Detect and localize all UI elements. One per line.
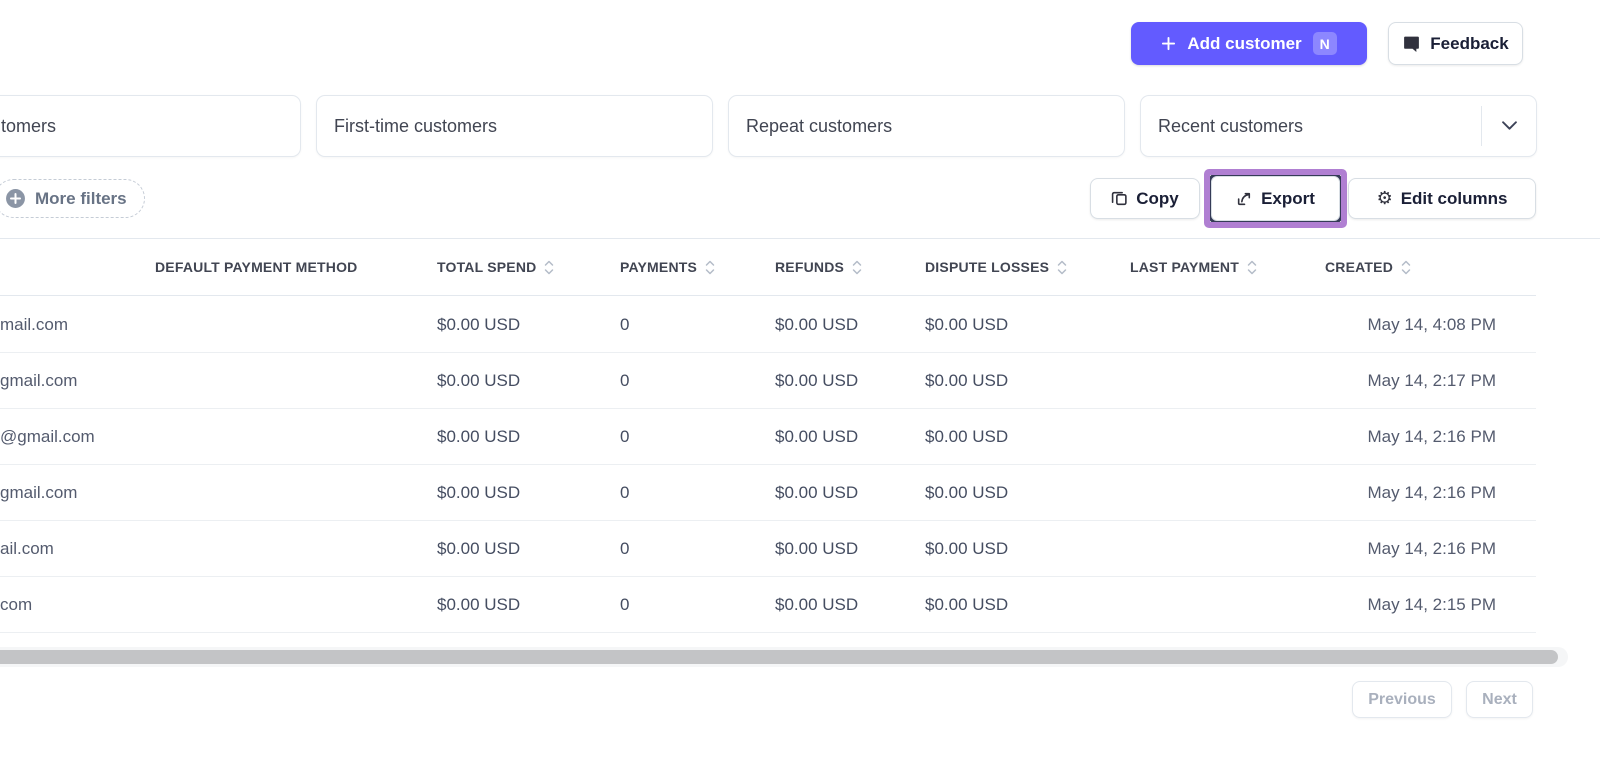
column-header-payments[interactable]: PAYMENTS bbox=[620, 259, 775, 275]
cell-refunds: $0.00 USD bbox=[775, 314, 859, 334]
column-header-last-payment[interactable]: LAST PAYMENT bbox=[1130, 259, 1325, 275]
cell-dispute-losses: $0.00 USD bbox=[925, 482, 1009, 502]
table-row[interactable]: ail.com $0.00 USD 0 $0.00 USD $0.00 USD … bbox=[0, 521, 1536, 577]
filter-card-label: Recent customers bbox=[1158, 115, 1304, 136]
cell-total-spend: $0.00 USD bbox=[437, 314, 521, 334]
feedback-icon bbox=[1404, 36, 1420, 52]
filter-card-repeat-customers[interactable]: Repeat customers bbox=[728, 95, 1125, 157]
more-filters-label: More filters bbox=[35, 188, 127, 208]
cell-dispute-losses: $0.00 USD bbox=[925, 594, 1009, 614]
sort-icon bbox=[1057, 260, 1067, 274]
cell-total-spend: $0.00 USD bbox=[437, 370, 521, 390]
edit-columns-label: Edit columns bbox=[1400, 188, 1508, 208]
plus-circle-icon bbox=[6, 189, 25, 208]
filter-card-first-time-customers[interactable]: First-time customers bbox=[316, 95, 713, 157]
cell-total-spend: $0.00 USD bbox=[437, 482, 521, 502]
cell-total-spend: $0.00 USD bbox=[437, 594, 521, 614]
column-header-dispute-losses[interactable]: DISPUTE LOSSES bbox=[925, 259, 1130, 275]
cell-created: May 14, 4:08 PM bbox=[1367, 314, 1496, 334]
cell-total-spend: $0.00 USD bbox=[437, 426, 521, 446]
gear-icon: ⚙ bbox=[1376, 187, 1393, 209]
cell-created: May 14, 2:16 PM bbox=[1367, 538, 1496, 558]
sort-icon bbox=[1401, 260, 1411, 274]
cell-dispute-losses: $0.00 USD bbox=[925, 538, 1009, 558]
cell-payments: 0 bbox=[620, 538, 630, 558]
cell-payments: 0 bbox=[620, 370, 630, 390]
horizontal-scrollbar-thumb[interactable] bbox=[0, 650, 1558, 664]
more-filters-button[interactable]: More filters bbox=[0, 179, 145, 218]
cell-payments: 0 bbox=[620, 594, 630, 614]
add-customer-label: Add customer bbox=[1187, 33, 1302, 53]
column-header-created[interactable]: CREATED bbox=[1325, 259, 1536, 275]
table-row[interactable]: gmail.com $0.00 USD 0 $0.00 USD $0.00 US… bbox=[0, 353, 1536, 409]
column-header-refunds[interactable]: REFUNDS bbox=[775, 259, 925, 275]
next-page-button[interactable]: Next bbox=[1466, 681, 1533, 718]
next-label: Next bbox=[1482, 690, 1517, 708]
cell-email: @gmail.com bbox=[0, 426, 95, 446]
export-label: Export bbox=[1261, 188, 1315, 208]
cell-payments: 0 bbox=[620, 426, 630, 446]
copy-icon bbox=[1112, 191, 1127, 206]
add-customer-button[interactable]: Add customer N bbox=[1131, 22, 1367, 65]
cell-refunds: $0.00 USD bbox=[775, 482, 859, 502]
cell-refunds: $0.00 USD bbox=[775, 370, 859, 390]
chevron-down-icon bbox=[1501, 121, 1517, 130]
table-top-border bbox=[0, 238, 1600, 239]
cell-created: May 14, 2:16 PM bbox=[1367, 426, 1496, 446]
cell-email: gmail.com bbox=[0, 370, 78, 390]
sort-icon bbox=[852, 260, 862, 274]
copy-button[interactable]: Copy bbox=[1090, 178, 1200, 219]
cell-email: gmail.com bbox=[0, 482, 78, 502]
cell-payments: 0 bbox=[620, 482, 630, 502]
filter-card-label: tomers bbox=[1, 115, 57, 136]
feedback-button[interactable]: Feedback bbox=[1388, 22, 1523, 65]
cell-dispute-losses: $0.00 USD bbox=[925, 314, 1009, 334]
sort-icon bbox=[545, 260, 554, 274]
filter-card-recent-customers[interactable]: Recent customers bbox=[1140, 95, 1537, 157]
cell-total-spend: $0.00 USD bbox=[437, 538, 521, 558]
cell-refunds: $0.00 USD bbox=[775, 538, 859, 558]
column-header-default-payment-method: DEFAULT PAYMENT METHOD bbox=[155, 259, 358, 275]
keyboard-shortcut-badge: N bbox=[1312, 32, 1337, 55]
previous-page-button[interactable]: Previous bbox=[1352, 681, 1452, 718]
export-icon bbox=[1237, 192, 1251, 206]
cell-email: com bbox=[0, 594, 33, 614]
feedback-label: Feedback bbox=[1430, 33, 1509, 53]
filter-card-label: First-time customers bbox=[334, 115, 498, 136]
table-row[interactable]: com $0.00 USD 0 $0.00 USD $0.00 USD May … bbox=[0, 577, 1536, 633]
cell-created: May 14, 2:17 PM bbox=[1367, 370, 1496, 390]
table-row[interactable]: mail.com $0.00 USD 0 $0.00 USD $0.00 USD… bbox=[0, 297, 1536, 353]
cell-refunds: $0.00 USD bbox=[775, 594, 859, 614]
table-body: mail.com $0.00 USD 0 $0.00 USD $0.00 USD… bbox=[0, 297, 1536, 633]
table-row[interactable]: @gmail.com $0.00 USD 0 $0.00 USD $0.00 U… bbox=[0, 409, 1536, 465]
table-row[interactable]: gmail.com $0.00 USD 0 $0.00 USD $0.00 US… bbox=[0, 465, 1536, 521]
previous-label: Previous bbox=[1368, 690, 1436, 708]
edit-columns-button[interactable]: ⚙ Edit columns bbox=[1348, 178, 1536, 219]
cell-dispute-losses: $0.00 USD bbox=[925, 370, 1009, 390]
filter-card-label: Repeat customers bbox=[746, 115, 893, 136]
sort-icon bbox=[1247, 260, 1257, 274]
cell-created: May 14, 2:15 PM bbox=[1367, 594, 1496, 614]
filter-dropdown-toggle[interactable] bbox=[1482, 96, 1536, 156]
cell-email: mail.com bbox=[0, 314, 69, 334]
cell-dispute-losses: $0.00 USD bbox=[925, 426, 1009, 446]
vertical-divider bbox=[1481, 106, 1482, 146]
table-header-row: DEFAULT PAYMENT METHOD TOTAL SPEND PAYME… bbox=[0, 239, 1536, 296]
plus-icon bbox=[1162, 36, 1176, 51]
cell-refunds: $0.00 USD bbox=[775, 426, 859, 446]
cell-payments: 0 bbox=[620, 314, 630, 334]
sort-icon bbox=[705, 260, 715, 274]
column-header-total-spend[interactable]: TOTAL SPEND bbox=[437, 259, 620, 275]
export-button[interactable]: Export bbox=[1211, 176, 1340, 221]
cell-email: ail.com bbox=[0, 538, 54, 558]
cell-created: May 14, 2:16 PM bbox=[1367, 482, 1496, 502]
copy-label: Copy bbox=[1136, 188, 1179, 208]
filter-card-customers[interactable]: tomers bbox=[0, 95, 301, 157]
